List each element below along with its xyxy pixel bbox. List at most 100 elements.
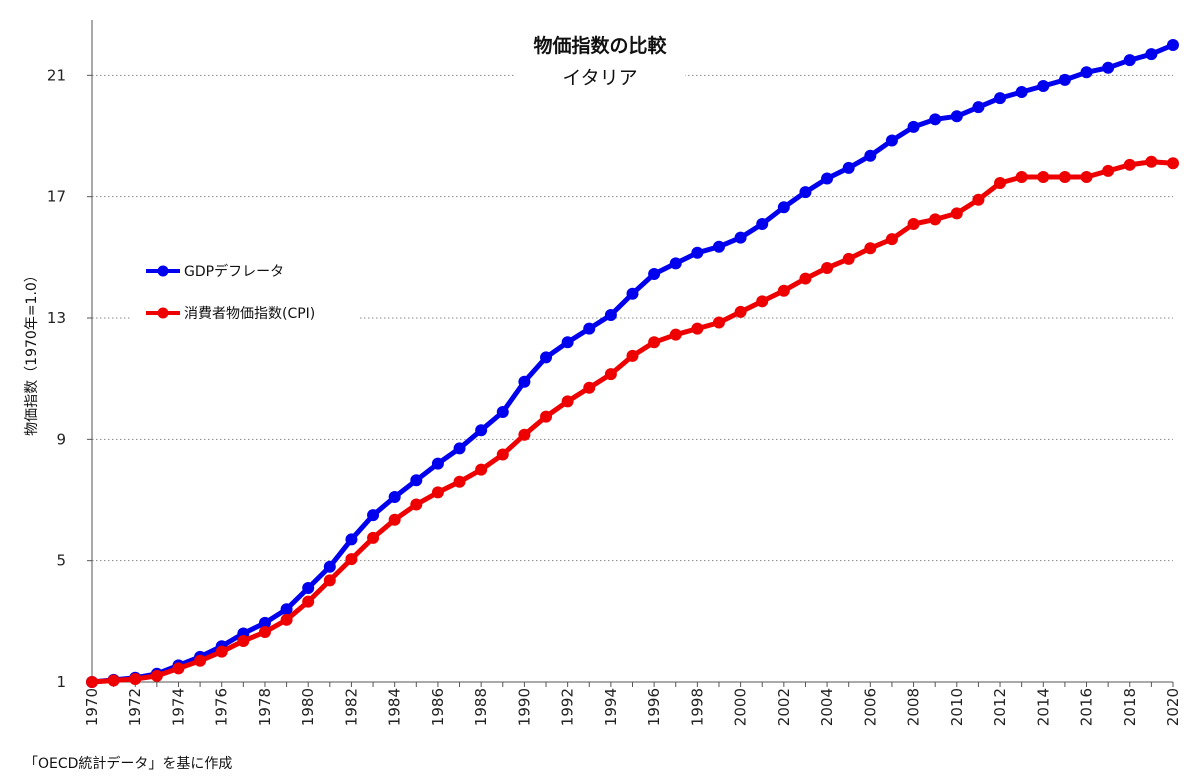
data-point-1-2003 [799, 272, 812, 285]
x-tick-label-2008: 2008 [905, 688, 923, 726]
data-point-0-2007 [885, 134, 898, 147]
data-point-1-1994 [604, 368, 617, 381]
x-tick-label-1986: 1986 [429, 688, 447, 726]
data-point-1-2004 [821, 261, 834, 274]
data-point-1-1993 [583, 381, 596, 394]
data-point-1-1995 [626, 349, 639, 362]
data-point-0-1979 [280, 603, 293, 616]
data-point-1-1972 [129, 672, 142, 685]
legend-label-cpi: 消費者物価指数(CPI) [184, 306, 315, 322]
data-point-1-2009 [929, 213, 942, 226]
legend: GDPデフレータ 消費者物価指数(CPI) [132, 254, 360, 330]
data-point-1-1997 [669, 328, 682, 341]
data-point-1-2019 [1145, 155, 1158, 168]
data-point-0-1986 [431, 457, 444, 470]
axes: 1 5 9 13 17 21 1970 1972 1974 1976 1978 1980 1982 198… [47, 20, 1182, 726]
data-point-1-1985 [410, 498, 423, 511]
data-point-1-2015 [1058, 170, 1071, 183]
data-point-0-1993 [583, 322, 596, 335]
data-point-0-2014 [1037, 79, 1050, 92]
y-tick-label-13: 13 [47, 309, 66, 327]
data-point-0-1996 [648, 268, 661, 281]
x-tick-label-2000: 2000 [732, 688, 750, 726]
data-point-1-2013 [1015, 170, 1028, 183]
data-point-1-1973 [150, 669, 163, 682]
data-point-1-1984 [388, 513, 401, 526]
data-point-0-2004 [821, 172, 834, 185]
data-point-1-1998 [691, 322, 704, 335]
data-point-0-2017 [1102, 61, 1115, 74]
data-point-0-2011 [972, 101, 985, 114]
data-point-1-2012 [994, 177, 1007, 190]
x-tick-label-1980: 1980 [299, 688, 317, 726]
source-note: 「OECD統計データ」を基に作成 [24, 755, 232, 772]
x-tick-label-1994: 1994 [602, 688, 620, 726]
x-tick-label-1972: 1972 [126, 688, 144, 726]
data-point-0-2010 [950, 110, 963, 123]
data-point-1-1990 [518, 428, 531, 441]
data-point-1-2008 [907, 217, 920, 230]
x-tick-label-1978: 1978 [256, 688, 274, 726]
legend-label-gdp: GDPデフレータ [184, 263, 284, 280]
data-point-1-2000 [734, 305, 747, 318]
x-tick-label-2004: 2004 [818, 688, 836, 726]
data-point-0-2019 [1145, 48, 1158, 61]
series-line-0 [91, 42, 1174, 685]
y-axis-title: 物価指数（1970年=1.0） [24, 268, 40, 436]
series-layer [86, 39, 1179, 688]
data-point-0-1997 [669, 257, 682, 270]
chart-title: 物価指数の比較 [533, 34, 667, 57]
y-tick-label-9: 9 [56, 430, 66, 448]
data-point-0-2003 [799, 186, 812, 199]
data-point-0-1999 [712, 240, 725, 253]
x-tick-label-1996: 1996 [645, 688, 663, 726]
x-tick-label-2020: 2020 [1164, 688, 1182, 726]
data-point-1-2006 [864, 242, 877, 255]
x-tick-label-1974: 1974 [169, 688, 187, 726]
data-point-0-2018 [1123, 54, 1136, 67]
data-point-0-1995 [626, 287, 639, 300]
x-tick-label-1988: 1988 [472, 688, 490, 726]
data-point-0-1984 [388, 490, 401, 503]
data-point-0-1980 [302, 581, 315, 594]
data-point-1-1976 [215, 645, 228, 658]
data-point-0-2008 [907, 120, 920, 133]
y-tick-label-17: 17 [47, 188, 66, 206]
data-point-0-1982 [345, 533, 358, 546]
data-point-1-2001 [756, 295, 769, 308]
data-point-1-1987 [453, 475, 466, 488]
x-tick-label-2018: 2018 [1121, 688, 1139, 726]
x-tick-label-2010: 2010 [948, 688, 966, 726]
x-tick-label-1992: 1992 [559, 688, 577, 726]
chart-subtitle: イタリア [562, 67, 637, 89]
series-cpi [86, 155, 1179, 688]
data-point-1-1983 [367, 531, 380, 544]
title-background [515, 30, 685, 100]
data-point-0-1985 [410, 474, 423, 487]
x-tick-label-1998: 1998 [688, 688, 706, 726]
x-tick-label-2016: 2016 [1078, 688, 1096, 726]
data-point-1-2007 [885, 233, 898, 246]
legend-background [132, 254, 360, 330]
data-point-1-2010 [950, 207, 963, 220]
data-point-1-1974 [172, 662, 185, 675]
data-point-1-1989 [496, 448, 509, 461]
data-point-1-1975 [194, 654, 207, 667]
data-point-0-1991 [540, 351, 553, 364]
data-point-1-2018 [1123, 158, 1136, 171]
data-point-0-1994 [604, 308, 617, 321]
data-point-1-1979 [280, 613, 293, 626]
data-point-0-2001 [756, 217, 769, 230]
data-point-0-1981 [323, 560, 336, 573]
data-point-1-1978 [258, 625, 271, 638]
data-point-1-2011 [972, 193, 985, 206]
x-tick-label-1976: 1976 [213, 688, 231, 726]
data-point-0-2015 [1058, 73, 1071, 86]
series-gdp-deflator [86, 39, 1179, 688]
data-point-0-2009 [929, 113, 942, 126]
data-point-0-1987 [453, 442, 466, 455]
data-point-1-1991 [540, 410, 553, 423]
data-point-0-1988 [475, 424, 488, 437]
